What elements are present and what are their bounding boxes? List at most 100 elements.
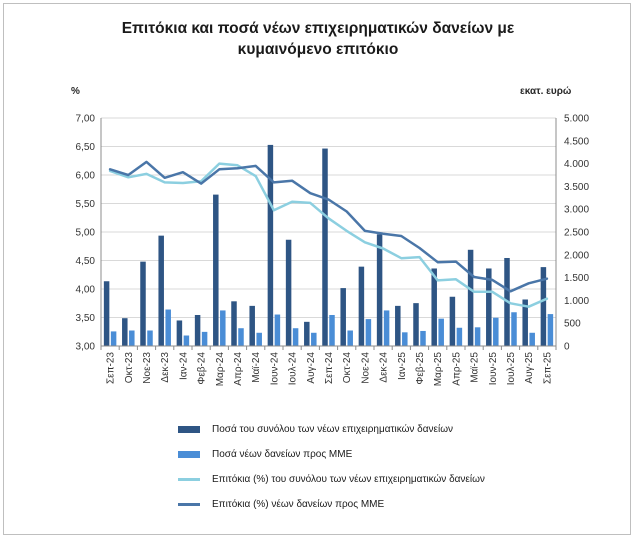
category-label: Ιουν-25 (488, 352, 499, 386)
bar-total-amount (267, 144, 274, 346)
bar-total-amount (213, 194, 219, 346)
bar-sme-amount (529, 332, 535, 346)
bar-total-amount (449, 296, 456, 346)
right-axis-unit: εκατ. ευρώ (520, 86, 572, 97)
left-tick-label: 7,00 (76, 114, 96, 125)
category-label: Απρ-25 (451, 352, 462, 386)
legend-item-sme-rate: Επιτόκια (%) νέων δανείων προς ΜΜΕ (178, 496, 384, 512)
category-label: Φεβ-24 (197, 352, 208, 385)
bar-total-amount (122, 318, 128, 346)
bar-total-amount (103, 281, 110, 346)
right-tick-label: 4.500 (564, 136, 589, 147)
category-label: Φεβ-25 (415, 352, 426, 385)
category-label: Ιουλ-25 (506, 352, 517, 386)
category-label: Οκτ-23 (124, 352, 135, 384)
left-tick-label: 5,50 (76, 199, 96, 210)
bar-sme-amount (292, 328, 299, 346)
category-label: Ιουλ-24 (288, 352, 299, 386)
category-label: Απρ-24 (233, 352, 244, 386)
legend-label-total-rate: Επιτόκια (%) του συνόλου των νέων επιχει… (212, 473, 485, 485)
right-tick-label: 1.000 (564, 296, 589, 307)
bar-total-amount (395, 305, 401, 346)
category-label: Μαϊ-25 (470, 352, 481, 383)
bar-total-amount (304, 321, 310, 346)
category-label: Ιαν-24 (178, 352, 189, 380)
bar-sme-amount (493, 317, 499, 346)
legend-swatch-total-amount (178, 425, 200, 433)
bar-total-amount (231, 301, 237, 346)
chart-title: Επιτόκια και ποσά νέων επιχειρηματικών δ… (0, 18, 636, 60)
right-tick-label: 500 (564, 319, 581, 330)
left-tick-label: 6,00 (76, 171, 96, 182)
bar-sme-amount (438, 318, 444, 346)
bar-total-amount (285, 239, 292, 346)
left-tick-label: 3,50 (76, 313, 96, 324)
line-sme-rate (108, 160, 549, 293)
left-tick-label: 5,00 (76, 228, 96, 239)
right-tick-label: 2.000 (564, 250, 589, 261)
bar-total-amount (540, 267, 547, 346)
bar-sme-amount (238, 328, 244, 346)
left-tick-label: 6,50 (76, 142, 96, 153)
bar-sme-amount (201, 331, 208, 346)
legend-item-sme-amount: Ποσά νέων δανείων προς ΜΜΕ (178, 446, 352, 462)
bar-sme-amount (110, 331, 117, 346)
right-tick-label: 5.000 (564, 114, 589, 125)
right-tick-label: 3.500 (564, 182, 589, 193)
bar-total-amount (522, 299, 528, 346)
chart-title-line-1: Επιτόκια και ποσά νέων επιχειρηματικών δ… (121, 20, 515, 37)
bar-sme-amount (220, 310, 226, 346)
chart-frame (3, 3, 631, 535)
bar-sme-amount (147, 330, 153, 346)
legend-item-total-amount: Ποσά του συνόλου των νέων επιχειρηματικώ… (178, 421, 453, 437)
bar-sme-amount (311, 332, 317, 346)
left-axis-unit: % (71, 86, 80, 97)
category-label: Δεκ-23 (160, 352, 171, 383)
category-label: Μαϊ-24 (251, 352, 262, 383)
bar-total-amount (140, 261, 146, 346)
category-label: Δεκ-24 (379, 352, 390, 383)
bar-sme-amount (347, 330, 353, 346)
bar-total-amount (376, 234, 383, 346)
bar-sme-amount (511, 312, 517, 346)
bar-sme-amount (274, 314, 281, 346)
bar-total-amount (322, 148, 328, 346)
left-tick-label: 4,00 (76, 285, 96, 296)
bar-total-amount (340, 288, 346, 346)
bar-sme-amount (474, 327, 481, 346)
bar-total-amount (158, 235, 164, 346)
bar-total-amount (486, 268, 492, 346)
category-label: Μαρ-24 (215, 352, 226, 387)
legend-label-sme-rate: Επιτόκια (%) νέων δανείων προς ΜΜΕ (212, 498, 385, 510)
bar-sme-amount (129, 330, 135, 346)
legend-swatch-sme-amount (178, 450, 200, 458)
legend-label-sme-amount: Ποσά νέων δανείων προς ΜΜΕ (212, 448, 353, 460)
category-label: Νοε-23 (142, 352, 153, 384)
category-label: Ιουν-24 (269, 352, 280, 386)
bar-sme-amount (547, 314, 554, 346)
legend-swatch-sme-rate (178, 502, 200, 506)
category-label: Ιαν-25 (397, 352, 408, 380)
right-tick-label: 0 (564, 342, 570, 353)
right-tick-label: 3.000 (564, 205, 589, 216)
bar-sme-amount (420, 330, 426, 346)
bar-total-amount (467, 249, 474, 346)
category-label: Σεπ-24 (324, 352, 335, 384)
category-label: Αυγ-24 (306, 352, 317, 384)
category-label: Σεπ-25 (542, 352, 553, 384)
bar-total-amount (358, 266, 365, 346)
bar-total-amount (249, 305, 255, 346)
bar-sme-amount (402, 332, 408, 346)
category-label: Σεπ-23 (106, 352, 117, 384)
bar-total-amount (176, 320, 183, 346)
bar-sme-amount (383, 310, 390, 346)
bar-total-amount (413, 303, 419, 346)
bar-sme-amount (165, 309, 171, 346)
bar-sme-amount (456, 327, 463, 346)
chart-plot: 7,00 6,50 6,00 5,50 5,00 4,50 4,00 3,50 3,00 5.00… (76, 114, 590, 387)
category-label: Οκτ-24 (342, 352, 353, 384)
legend-swatch-total-rate (178, 477, 200, 481)
bar-sme-amount (183, 335, 190, 346)
bar-sme-amount (365, 319, 372, 346)
left-tick-label: 3,00 (76, 342, 96, 353)
